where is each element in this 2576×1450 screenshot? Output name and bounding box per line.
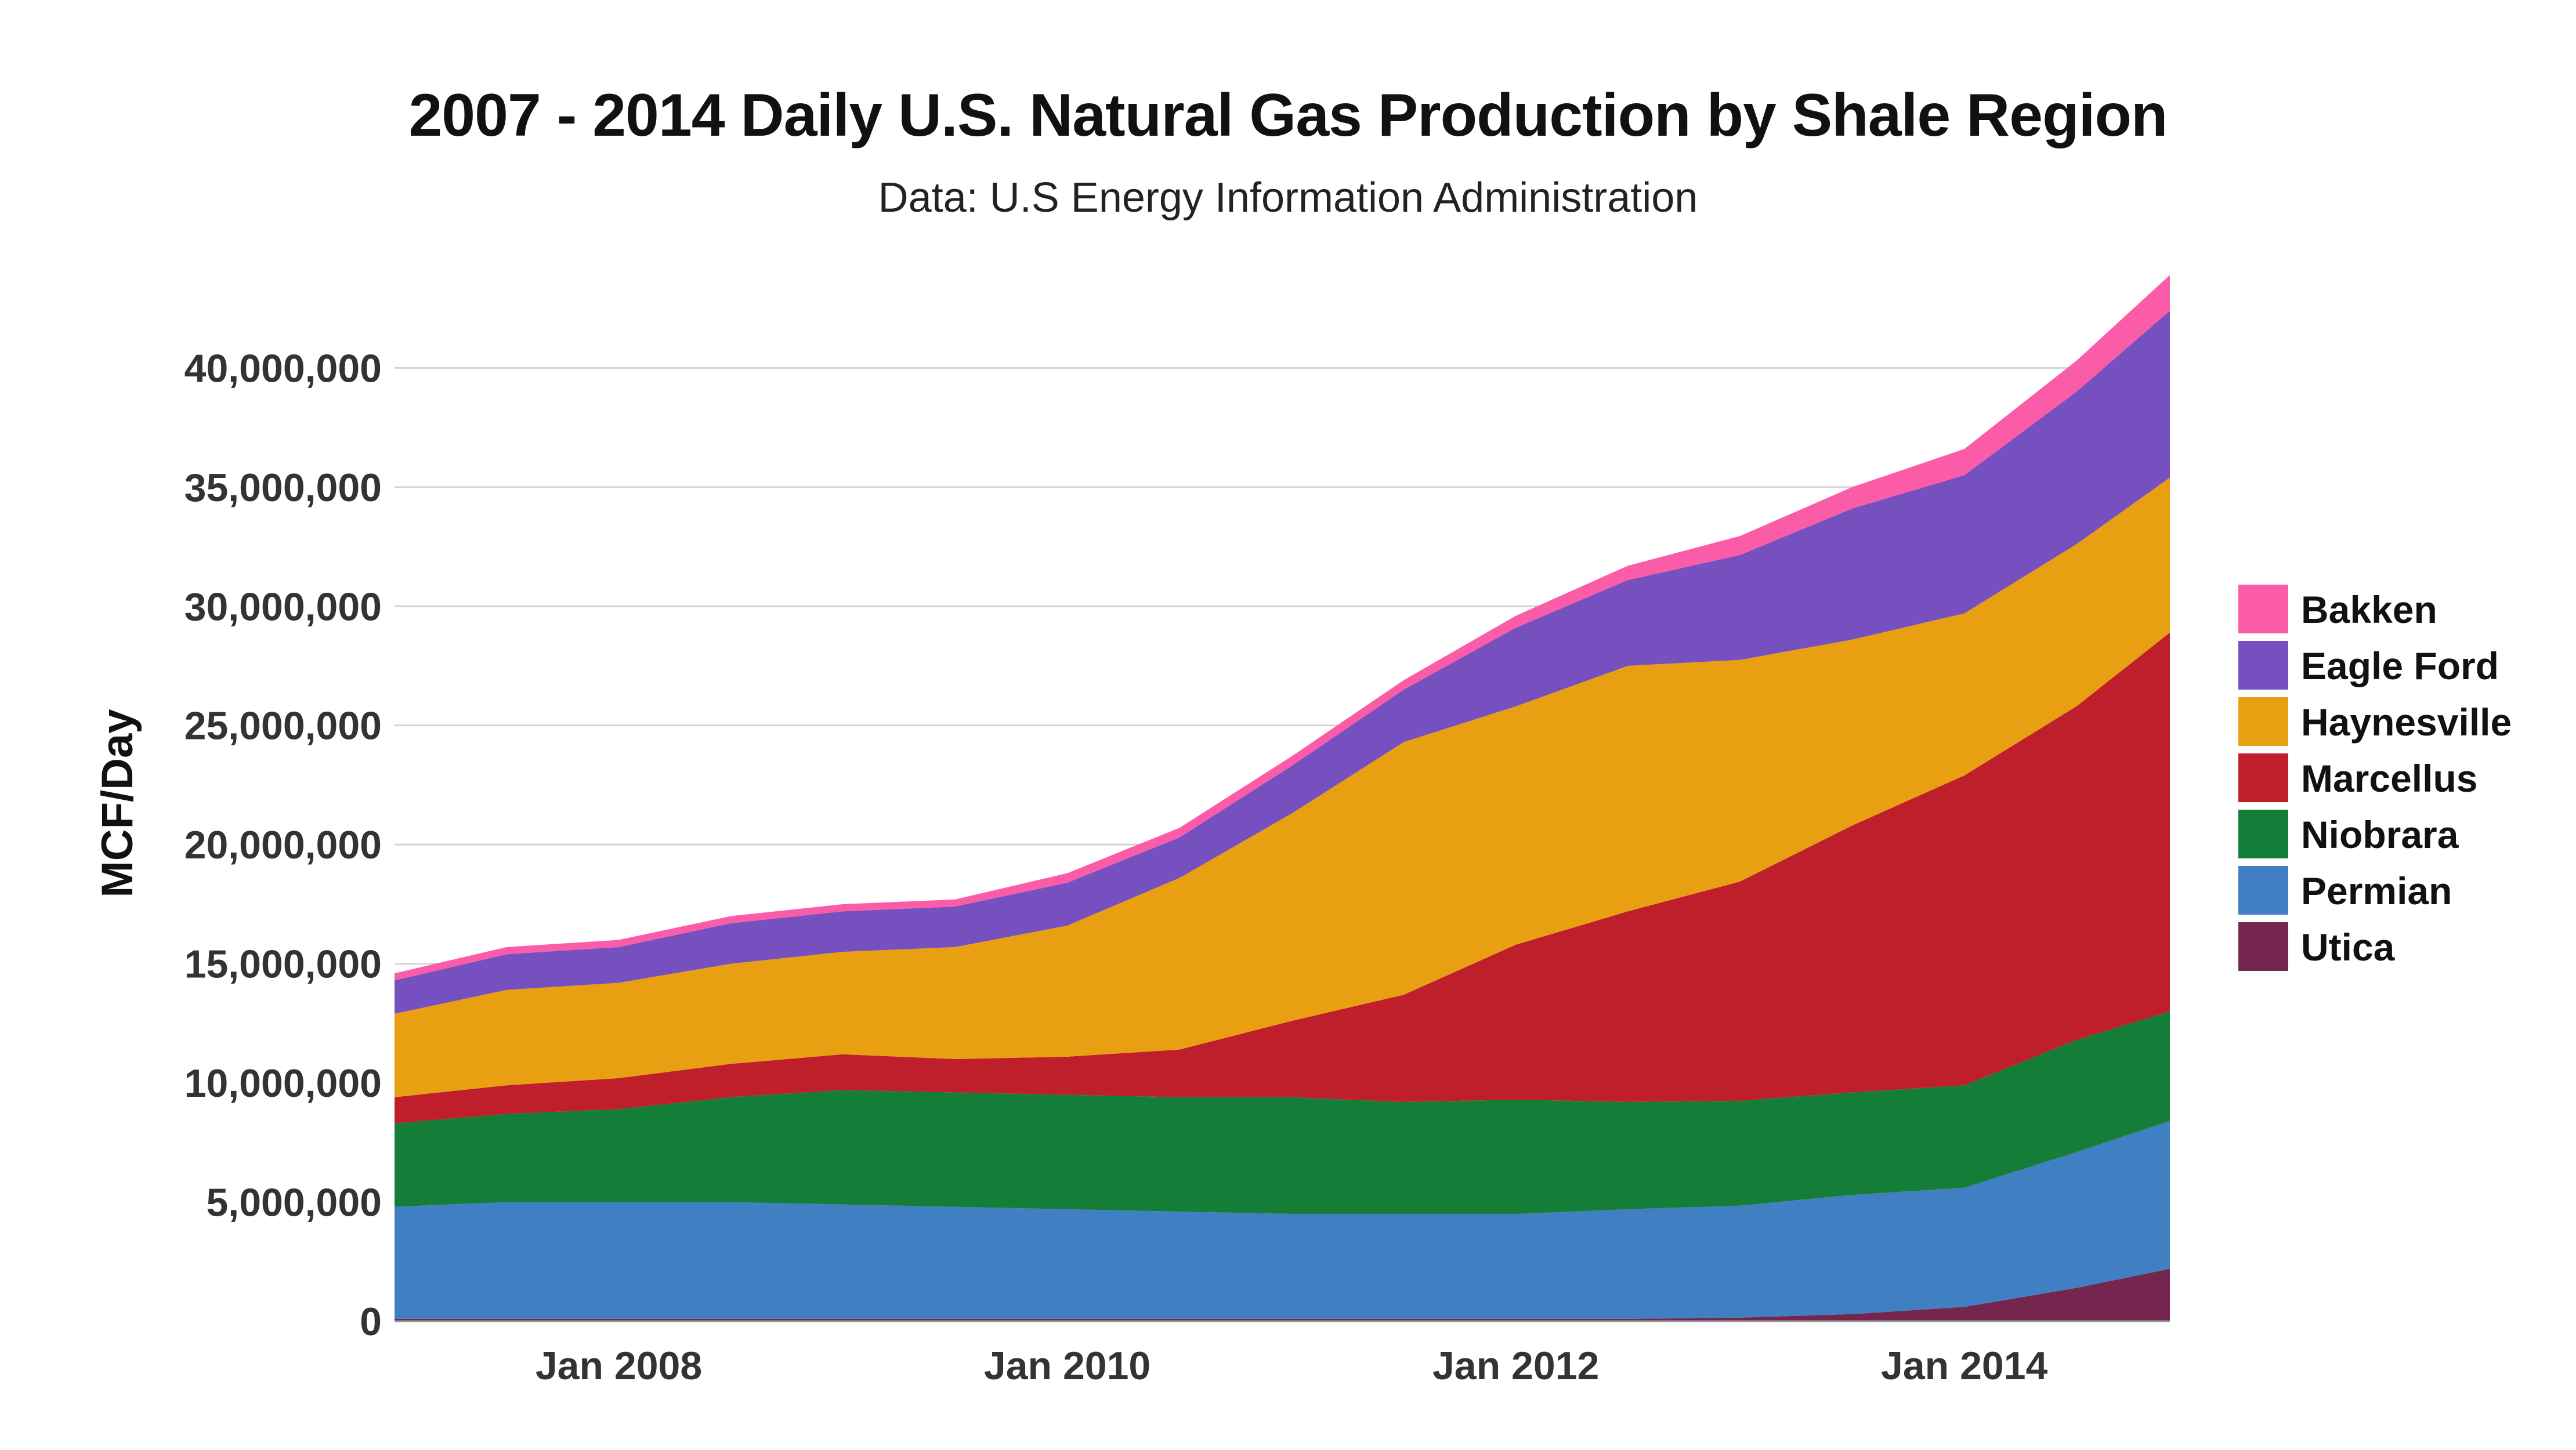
area-series-group — [395, 275, 2170, 1321]
y-tick-label: 5,000,000 — [206, 1181, 382, 1225]
area-utica — [395, 1268, 2170, 1321]
legend-label: Niobrara — [2301, 813, 2459, 856]
legend-swatch-eagle-ford — [2238, 641, 2288, 690]
chart-subtitle: Data: U.S Energy Information Administrat… — [878, 175, 1698, 221]
legend-label: Eagle Ford — [2301, 644, 2499, 687]
area-marcellus — [395, 632, 2170, 1123]
legend-label: Permian — [2301, 869, 2452, 912]
legend: Bakken Eagle Ford Haynesville Marcellus Niob… — [2238, 585, 2512, 971]
y-tick-label: 25,000,000 — [184, 704, 382, 748]
area-haynesville — [395, 477, 2170, 1097]
area-permian — [395, 1121, 2170, 1319]
legend-swatch-utica — [2238, 922, 2288, 971]
x-tick-label: Jan 2010 — [984, 1344, 1150, 1388]
y-tick-label: 10,000,000 — [184, 1061, 382, 1105]
y-axis-label: MCF/Day — [93, 709, 142, 897]
y-tick-label: 15,000,000 — [184, 942, 382, 987]
x-tick-label: Jan 2012 — [1432, 1344, 1599, 1388]
axes: 0 5,000,000 10,000,000 15,000,000 20,000,000… — [184, 346, 2170, 1388]
y-tick-label: 20,000,000 — [184, 823, 382, 867]
legend-swatch-bakken — [2238, 585, 2288, 633]
legend-swatch-permian — [2238, 866, 2288, 915]
legend-swatch-niobrara — [2238, 810, 2288, 858]
y-tick-label: 35,000,000 — [184, 466, 382, 510]
chart-title: 2007 - 2014 Daily U.S. Natural Gas Produ… — [408, 82, 2168, 149]
x-tick-label: Jan 2014 — [1881, 1344, 2048, 1388]
area-niobrara — [395, 1011, 2170, 1215]
legend-label: Utica — [2301, 926, 2396, 969]
legend-label: Haynesville — [2301, 701, 2512, 744]
y-tick-label: 30,000,000 — [184, 585, 382, 629]
y-tick-label: 0 — [360, 1300, 382, 1344]
y-tick-label: 40,000,000 — [184, 346, 382, 390]
legend-label: Marcellus — [2301, 757, 2477, 800]
legend-swatch-marcellus — [2238, 753, 2288, 802]
x-tick-label: Jan 2008 — [536, 1344, 702, 1388]
legend-swatch-haynesville — [2238, 697, 2288, 746]
legend-label: Bakken — [2301, 588, 2437, 631]
